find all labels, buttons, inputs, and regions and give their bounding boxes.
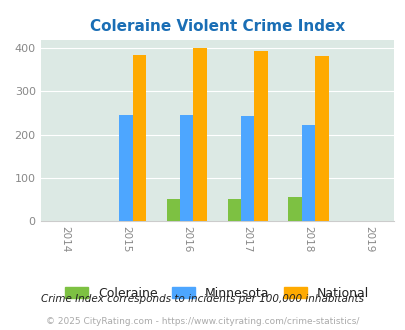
Bar xyxy=(119,115,132,221)
Text: © 2025 CityRating.com - https://www.cityrating.com/crime-statistics/: © 2025 CityRating.com - https://www.city… xyxy=(46,317,359,326)
Bar xyxy=(166,200,180,221)
Bar xyxy=(227,200,241,221)
Bar xyxy=(288,197,301,221)
Legend: Coleraine, Minnesota, National: Coleraine, Minnesota, National xyxy=(60,282,373,305)
Bar xyxy=(301,125,314,221)
Bar xyxy=(179,115,193,221)
Title: Coleraine Violent Crime Index: Coleraine Violent Crime Index xyxy=(90,19,344,34)
Bar xyxy=(254,51,267,221)
Bar xyxy=(315,55,328,221)
Bar xyxy=(132,55,146,221)
Text: Crime Index corresponds to incidents per 100,000 inhabitants: Crime Index corresponds to incidents per… xyxy=(41,294,364,304)
Bar xyxy=(193,48,207,221)
Bar xyxy=(240,116,254,221)
